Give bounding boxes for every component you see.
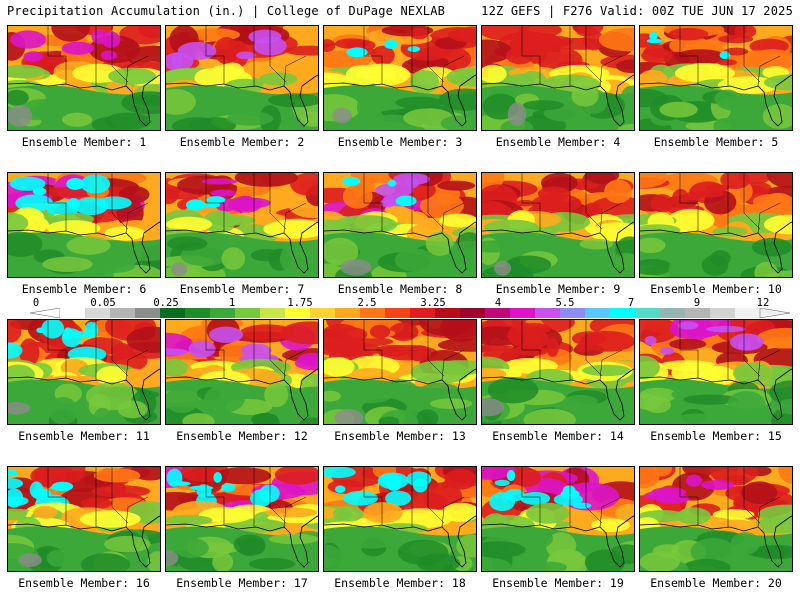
colorbar-swatch [210, 308, 236, 318]
ensemble-member-label: Ensemble Member: 13 [334, 429, 466, 443]
colorbar-tick-label: 0.05 [90, 297, 116, 309]
colorbar-tick-label: 2.5 [357, 297, 377, 309]
ensemble-member-label: Ensemble Member: 11 [18, 429, 150, 443]
colorbar-swatch [610, 308, 636, 318]
colorbar-tick-label: 1 [228, 297, 236, 309]
colorbar-swatch [485, 308, 511, 318]
ensemble-member-map [481, 319, 635, 425]
colorbar-swatch [460, 308, 486, 318]
colorbar-swatch [585, 308, 611, 318]
colorbar-swatch [335, 308, 361, 318]
ensemble-member-label: Ensemble Member: 14 [492, 429, 624, 443]
colorbar-swatch [735, 308, 761, 318]
ensemble-member-label: Ensemble Member: 6 [21, 282, 147, 296]
colorbar-high-arrow [759, 308, 790, 318]
colorbar-swatch [535, 308, 561, 318]
colorbar-swatch [560, 308, 586, 318]
ensemble-member-label: Ensemble Member: 18 [334, 576, 466, 590]
colorbar-tick-label: 9 [693, 297, 701, 309]
ensemble-member-label: Ensemble Member: 3 [337, 135, 463, 149]
ensemble-member-map [323, 25, 477, 131]
colorbar-tick-label: 0 [32, 297, 40, 309]
ensemble-member-label: Ensemble Member: 8 [337, 282, 463, 296]
ensemble-member-map [7, 466, 161, 572]
ensemble-member-map [7, 319, 161, 425]
ensemble-member-map [165, 466, 319, 572]
ensemble-member-label: Ensemble Member: 15 [650, 429, 782, 443]
ensemble-member-map [7, 25, 161, 131]
colorbar-tick-label: 7 [627, 297, 635, 309]
colorbar-tick-label: 1.75 [287, 297, 313, 309]
ensemble-member-map [639, 319, 793, 425]
colorbar-swatch [285, 308, 311, 318]
ensemble-member-map [481, 25, 635, 131]
ensemble-member-map [7, 172, 161, 278]
colorbar-swatch [635, 308, 661, 318]
colorbar-swatch [685, 308, 711, 318]
colorbar-tick-label: 0.25 [153, 297, 179, 309]
ensemble-member-map [165, 319, 319, 425]
colorbar-swatch [135, 308, 161, 318]
ensemble-member-label: Ensemble Member: 5 [653, 135, 779, 149]
ensemble-member-label: Ensemble Member: 1 [21, 135, 147, 149]
colorbar-tick-label: 3.25 [420, 297, 446, 309]
ensemble-member-label: Ensemble Member: 20 [650, 576, 782, 590]
ensemble-member-label: Ensemble Member: 10 [650, 282, 782, 296]
ensemble-member-label: Ensemble Member: 9 [495, 282, 621, 296]
colorbar-swatch [260, 308, 286, 318]
colorbar-swatch [435, 308, 461, 318]
colorbar-swatch [710, 308, 736, 318]
ensemble-member-label: Ensemble Member: 4 [495, 135, 621, 149]
ensemble-member-label: Ensemble Member: 19 [492, 576, 624, 590]
colorbar-tick-label: 5.5 [555, 297, 575, 309]
ensemble-member-map [165, 25, 319, 131]
ensemble-member-map [323, 466, 477, 572]
run-valid-time: 12Z GEFS | F276 Valid: 00Z TUE JUN 17 20… [481, 4, 793, 18]
ensemble-member-label: Ensemble Member: 16 [18, 576, 150, 590]
precip-colorbar [30, 308, 790, 318]
colorbar-swatch [360, 308, 386, 318]
colorbar-swatch [185, 308, 211, 318]
colorbar-swatch [385, 308, 411, 318]
map-title: Precipitation Accumulation (in.) | Colle… [7, 4, 446, 18]
ensemble-member-map [165, 172, 319, 278]
ensemble-member-map [323, 319, 477, 425]
colorbar-swatch [160, 308, 186, 318]
ensemble-member-map [639, 466, 793, 572]
colorbar-swatch [235, 308, 261, 318]
ensemble-member-map [481, 172, 635, 278]
colorbar-tick-label: 12 [756, 297, 770, 309]
ensemble-member-label: Ensemble Member: 12 [176, 429, 308, 443]
colorbar-swatch [60, 308, 86, 318]
ensemble-member-map [639, 25, 793, 131]
colorbar-swatch [110, 308, 136, 318]
ensemble-member-map [639, 172, 793, 278]
ensemble-member-label: Ensemble Member: 7 [179, 282, 305, 296]
colorbar-swatch [310, 308, 336, 318]
colorbar-swatch [510, 308, 536, 318]
ensemble-member-label: Ensemble Member: 2 [179, 135, 305, 149]
ensemble-member-label: Ensemble Member: 17 [176, 576, 308, 590]
ensemble-member-map [481, 466, 635, 572]
colorbar-tick-label: 4 [494, 297, 502, 309]
colorbar-swatch [85, 308, 111, 318]
colorbar-swatch [660, 308, 686, 318]
colorbar-low-arrow [30, 308, 61, 318]
colorbar-swatch [410, 308, 436, 318]
ensemble-member-map [323, 172, 477, 278]
